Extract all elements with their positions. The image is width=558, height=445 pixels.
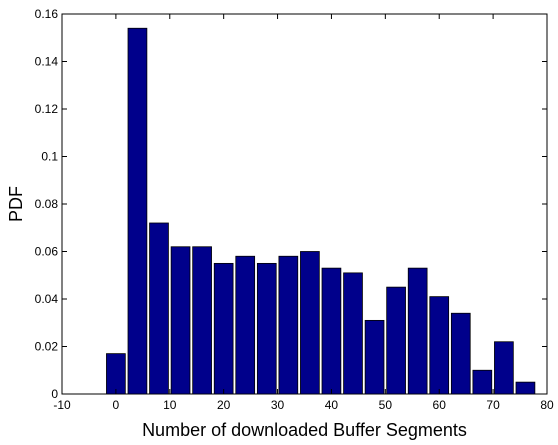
x-tick-label-6: 50 — [379, 398, 393, 412]
y-tick-label-6: 0.12 — [35, 102, 59, 116]
bar-8 — [278, 255, 299, 395]
x-tick-label-5: 40 — [325, 398, 339, 412]
x-tick-label-2: 10 — [163, 398, 177, 412]
x-axis-title: Number of downloaded Buffer Segments — [142, 420, 467, 440]
bar-4 — [192, 246, 212, 395]
y-tick-label-1: 0.02 — [35, 340, 59, 354]
bar-10 — [321, 267, 342, 395]
bar-6 — [235, 255, 256, 395]
bar-15 — [429, 296, 450, 395]
bar-9 — [300, 251, 320, 395]
bar-16 — [450, 312, 471, 395]
y-tick-label-8: 0.16 — [35, 7, 59, 21]
bar-11 — [343, 272, 363, 395]
x-tick-label-0: -10 — [53, 398, 71, 412]
bar-13 — [386, 286, 406, 395]
y-axis-title: PDF — [6, 186, 26, 222]
y-tick-label-0: 0 — [51, 387, 58, 401]
y-tick-label-3: 0.06 — [35, 245, 59, 259]
bar-19 — [515, 381, 536, 395]
bar-17 — [472, 369, 493, 395]
bar-5 — [213, 262, 234, 395]
y-ticks-group: 0 0.02 0.04 0.06 0.08 0.1 0.12 0.14 0.16 — [35, 7, 547, 401]
bars-group — [106, 27, 536, 395]
x-tick-label-3: 20 — [217, 398, 231, 412]
bar-14 — [407, 267, 428, 395]
bar-12 — [364, 319, 385, 395]
y-tick-label-2: 0.04 — [35, 292, 59, 306]
y-tick-label-7: 0.14 — [35, 55, 59, 69]
x-tick-label-4: 30 — [271, 398, 285, 412]
x-tick-label-8: 70 — [486, 398, 500, 412]
x-tick-label-1: 0 — [113, 398, 120, 412]
y-tick-label-4: 0.08 — [35, 197, 59, 211]
bar-1 — [127, 27, 148, 395]
bar-18 — [494, 341, 514, 395]
bar-7 — [256, 262, 277, 395]
bar-2 — [149, 222, 169, 395]
y-tick-label-5: 0.1 — [41, 150, 58, 164]
x-ticks-group: -10 0 10 20 30 40 50 60 70 80 — [53, 14, 554, 412]
x-tick-label-7: 60 — [433, 398, 447, 412]
x-tick-label-9: 80 — [540, 398, 554, 412]
bar-3 — [170, 246, 191, 395]
bar-0 — [106, 353, 126, 395]
